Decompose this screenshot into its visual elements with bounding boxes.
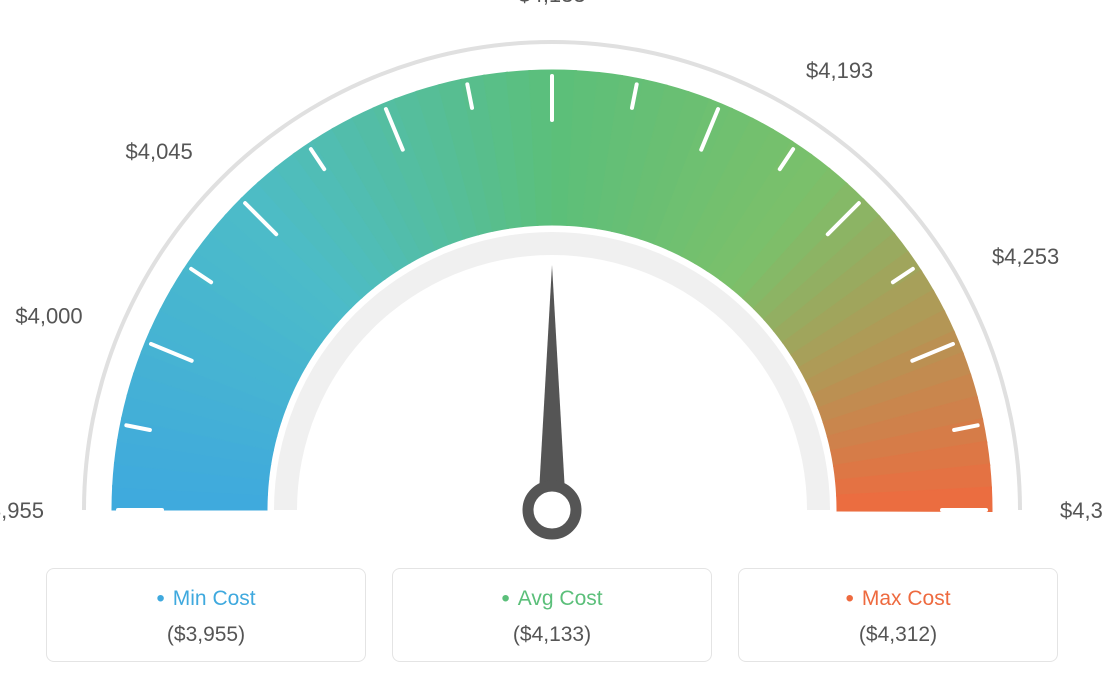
scale-label: $4,000 [15, 304, 82, 329]
legend-card-max: Max Cost ($4,312) [738, 568, 1058, 662]
scale-label: $4,045 [125, 139, 192, 164]
scale-label: $4,193 [806, 58, 873, 83]
scale-label: $4,133 [518, 0, 585, 7]
scale-label: $3,955 [0, 498, 44, 523]
legend-row: Min Cost ($3,955) Avg Cost ($4,133) Max Cost… [0, 568, 1104, 662]
legend-title: Min Cost [47, 585, 365, 613]
legend-value: ($4,133) [393, 623, 711, 647]
legend-card-min: Min Cost ($3,955) [46, 568, 366, 662]
scale-label: $4,253 [992, 244, 1059, 269]
gauge-needle-hub [528, 486, 576, 534]
legend-value: ($3,955) [47, 623, 365, 647]
gauge-needle [538, 265, 566, 510]
gauge-chart: $3,955 $4,000 $4,045 $4,133 $4,193 $4,253 $4,3… [0, 0, 1104, 560]
legend-title: Avg Cost [393, 585, 711, 613]
gauge-svg: $3,955 $4,000 $4,045 $4,133 $4,193 $4,253 $4,3… [0, 0, 1104, 560]
scale-label: $4,312 [1060, 498, 1104, 523]
legend-title: Max Cost [739, 585, 1057, 613]
legend-value: ($4,312) [739, 623, 1057, 647]
legend-card-avg: Avg Cost ($4,133) [392, 568, 712, 662]
